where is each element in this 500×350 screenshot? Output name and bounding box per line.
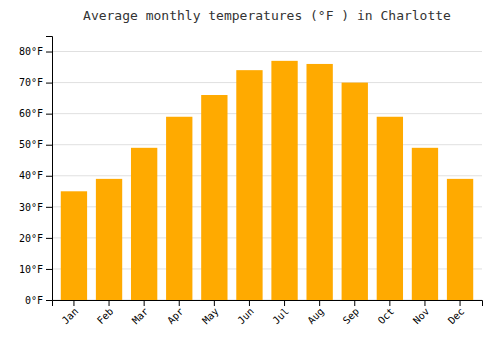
x-tick: Oct [376,300,397,326]
grid-line [52,51,482,52]
x-tick-mark [389,300,390,306]
y-tick-label: 70°F [19,77,43,88]
title: Average monthly temperatures (°F ) in Ch… [83,8,451,23]
plot: 0°F 10°F 20°F 30°F 40°F 50°F 60°F 70°F 80°F Jan Fe… [19,37,483,327]
y-tick-label: 60°F [19,108,43,119]
y-tick-label: 30°F [19,202,43,213]
x-tick-label: Oct [376,306,397,327]
y-tick: 60°F [19,108,52,119]
y-tick-label: 0°F [25,295,43,306]
x-tick-mark [214,300,215,306]
x-tick: Aug [305,300,326,326]
y-tick-mark [46,52,52,53]
y-axis-line [46,37,53,301]
y-tick-mark [46,83,52,84]
grid [52,52,482,300]
y-tick-label: 50°F [19,139,43,150]
x-tick: Mar [130,300,151,326]
y-tick: 20°F [19,233,52,244]
bar [306,64,332,300]
x-tick-mark [144,300,145,306]
y-tick-mark [46,269,52,270]
x-tick-label: Aug [305,306,326,327]
y-tick-label: 40°F [19,170,43,181]
x-tick-mark [284,300,285,306]
x-tick: Jul [270,300,291,326]
y-axis: 0°F 10°F 20°F 30°F 40°F 50°F 60°F 70°F 80°F [19,37,53,306]
x-tick-mark [109,300,110,306]
y-tick-mark [46,145,52,146]
x-tick-label: Jan [60,306,81,327]
chart: 0°F 10°F 20°F 30°F 40°F 50°F 60°F 70°F 80°F Jan Fe… [0,0,500,350]
x-tick-label: Feb [95,306,116,327]
x-tick-label: Dec [446,306,467,327]
y-tick: 40°F [19,170,52,181]
y-tick: 30°F [19,202,52,213]
y-tick-mark [46,300,52,301]
bar [271,61,297,300]
grid-line [52,144,482,145]
y-tick: 50°F [19,139,52,150]
bar [377,117,403,300]
x-tick: May [200,300,221,326]
x-tick-label: Nov [411,306,432,327]
x-tick-label: Sep [341,306,362,327]
x-tick: Jan [60,300,81,326]
y-tick: 80°F [19,46,52,57]
x-tick-mark [73,300,74,306]
bars [61,61,473,300]
bar [96,179,122,300]
x-tick-mark [354,300,355,306]
x-tick-mark [424,300,425,306]
bar [61,191,87,300]
bar [342,83,368,300]
bar [131,148,157,300]
y-tick-label: 10°F [19,264,43,275]
x-tick-mark [460,300,461,306]
y-tick-mark [46,176,52,177]
x-tick: Apr [165,300,186,326]
bar [412,148,438,300]
y-tick-mark [46,238,52,239]
x-tick-mark [319,300,320,306]
x-tick: Sep [341,300,362,326]
bar [447,179,473,300]
x-axis-line [53,301,483,307]
x-tick-label: Jun [235,306,256,327]
x-tick-mark [249,300,250,306]
x-tick-label: Apr [165,306,186,327]
y-tick-mark [46,207,52,208]
grid-line [52,82,482,83]
y-tick-label: 80°F [19,46,43,57]
x-tick-label: Mar [130,306,151,327]
grid-line [52,113,482,114]
bar [166,117,192,300]
x-tick: Dec [446,300,467,326]
x-tick: Nov [411,300,432,326]
x-tick-mark [179,300,180,306]
bar [201,95,227,300]
x-tick: Jun [235,300,256,326]
x-tick: Feb [95,300,116,326]
x-tick-label: Jul [270,306,291,327]
x-axis: Jan Feb Mar Apr May Jun Jul Aug Sep Oct Nov Dec [53,300,483,326]
y-tick: 10°F [19,264,52,275]
x-tick-label: May [200,306,221,327]
y-tick: 0°F [25,295,52,306]
bar [236,70,262,300]
y-tick-mark [46,114,52,115]
y-tick-label: 20°F [19,233,43,244]
y-tick: 70°F [19,77,52,88]
